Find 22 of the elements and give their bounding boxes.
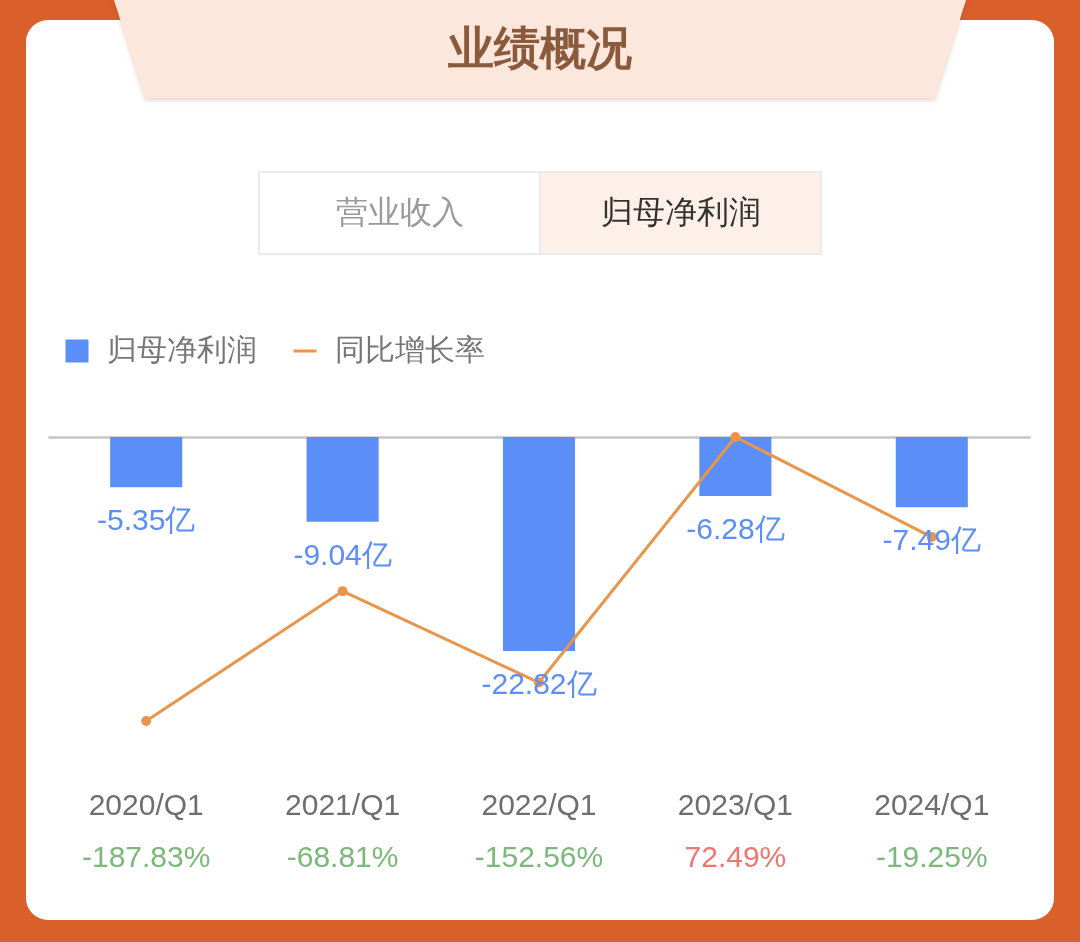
x-tick-label: 2022/Q1 — [481, 787, 597, 821]
data-label: -5.35亿 — [97, 503, 196, 537]
chart-title: 业绩概况 — [448, 22, 632, 74]
data-label: -6.28亿 — [686, 511, 785, 545]
data-label: 72.49% — [684, 840, 787, 873]
x-tick-label: 2020/Q1 — [88, 787, 204, 821]
data-label: -9.04亿 — [293, 537, 392, 571]
data-label: -19.25% — [875, 840, 988, 873]
x-tick-label: 2024/Q1 — [874, 787, 990, 821]
data-label: -187.83% — [81, 840, 211, 873]
point — [141, 716, 152, 726]
data-label: -22.82亿 — [481, 667, 597, 700]
tab-button[interactable]: 归母净利润 — [539, 173, 820, 253]
legend-label: 归母净利润 — [107, 333, 257, 366]
data-label: -152.56% — [474, 840, 604, 873]
x-tick-label: 2021/Q1 — [285, 787, 401, 821]
point — [730, 432, 741, 442]
legend-label: 同比增长率 — [335, 333, 485, 366]
point — [337, 586, 348, 597]
data-label: -7.49亿 — [882, 523, 981, 557]
data-label: -68.81% — [286, 840, 399, 873]
x-tick-label: 2023/Q1 — [677, 787, 793, 821]
